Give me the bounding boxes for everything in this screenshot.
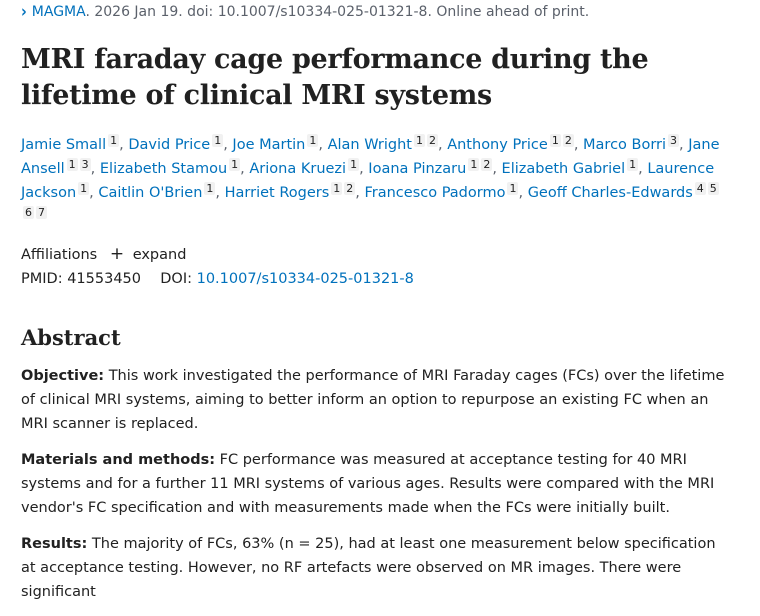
affiliation-number[interactable]: 1	[307, 134, 319, 147]
affiliation-number[interactable]: 2	[344, 182, 356, 195]
section-label: Results:	[21, 536, 88, 552]
author-item: Jane Ansell 1 3	[21, 137, 720, 177]
section-text: The majority of FCs, 63% (n = 25), had a…	[21, 536, 716, 600]
plus-icon: +	[109, 244, 125, 264]
affiliation-number[interactable]: 1	[413, 134, 425, 147]
author-link[interactable]: Laurence Jackson	[21, 161, 715, 201]
affiliation-number[interactable]: 1	[468, 158, 480, 171]
journal-link[interactable]: MAGMA	[31, 4, 86, 20]
affiliation-number[interactable]: 1	[627, 158, 639, 171]
author-link[interactable]: Joe Martin	[232, 137, 306, 153]
author-link[interactable]: Alan Wright	[327, 137, 412, 153]
affiliation-number[interactable]: 1	[507, 182, 519, 195]
abstract-section-objective: Objective: This work investigated the pe…	[21, 364, 733, 436]
author-link[interactable]: David Price	[128, 137, 211, 153]
abstract-section-results: Results: The majority of FCs, 63% (n = 2…	[21, 532, 733, 604]
affiliation-number[interactable]: 4	[694, 182, 706, 195]
author-link[interactable]: Jane Ansell	[21, 137, 720, 177]
abstract-section-methods: Materials and methods: FC performance wa…	[21, 448, 733, 520]
affiliation-number[interactable]: 3	[79, 158, 91, 171]
author-item: Marco Borri 3	[583, 134, 680, 153]
pmid-label: PMID:	[21, 271, 63, 287]
chevron-right-icon[interactable]: ›	[21, 2, 27, 22]
section-label: Materials and methods:	[21, 452, 216, 468]
expand-label[interactable]: expand	[132, 247, 187, 263]
affiliation-number[interactable]: 1	[212, 134, 224, 147]
author-link[interactable]: Elizabeth Stamou	[99, 161, 228, 177]
author-link[interactable]: Jamie Small	[21, 137, 107, 153]
author-link[interactable]: Geoff Charles-Edwards	[527, 185, 693, 201]
affiliation-number[interactable]: 5	[707, 182, 719, 195]
author-item: Alan Wright 1 2	[327, 134, 438, 153]
author-item: Harriet Rogers 1 2	[224, 182, 356, 201]
affiliation-number[interactable]: 1	[78, 182, 90, 195]
affiliation-number[interactable]: 1	[108, 134, 120, 147]
author-item: Ioana Pinzaru 1 2	[368, 158, 493, 177]
identifiers: PMID: 41553450 DOI: 10.1007/s10334-025-0…	[21, 271, 414, 287]
doi-link[interactable]: 10.1007/s10334-025-01321-8	[196, 271, 414, 287]
affiliation-number[interactable]: 3	[668, 134, 680, 147]
author-item: Jamie Small 1	[21, 134, 120, 153]
author-link[interactable]: Anthony Price	[447, 137, 548, 153]
author-list: Jamie Small 1, David Price 1, Joe Martin 1,…	[21, 133, 721, 229]
affiliation-number[interactable]: 2	[562, 134, 574, 147]
affiliation-number[interactable]: 6	[23, 206, 34, 219]
author-link[interactable]: Harriet Rogers	[224, 185, 330, 201]
author-link[interactable]: Ioana Pinzaru	[368, 161, 467, 177]
section-text: This work investigated the performance o…	[21, 368, 725, 432]
affiliation-number[interactable]: 1	[229, 158, 241, 171]
affiliation-number[interactable]: 1	[331, 182, 343, 195]
author-item: Anthony Price 1 2	[447, 134, 574, 153]
affiliations-toggle[interactable]: Affiliations + expand	[21, 244, 186, 264]
author-link[interactable]: Ariona Kruezi	[249, 161, 347, 177]
doi-label: DOI:	[160, 271, 192, 287]
affiliation-number[interactable]: 1	[348, 158, 360, 171]
affiliation-number[interactable]: 2	[481, 158, 493, 171]
author-link[interactable]: Caitlin O'Brien	[98, 185, 203, 201]
affiliation-number[interactable]: 7	[36, 206, 47, 219]
affiliation-number[interactable]: 2	[426, 134, 438, 147]
author-item: Elizabeth Stamou 1	[99, 158, 241, 177]
abstract-heading: Abstract	[21, 325, 121, 350]
author-item: Laurence Jackson 1	[21, 161, 714, 201]
article-title: MRI faraday cage performance during the …	[21, 44, 649, 111]
section-text: FC performance was measured at acceptanc…	[21, 452, 715, 516]
author-link[interactable]: Marco Borri	[583, 137, 667, 153]
section-label: Objective:	[21, 368, 105, 384]
author-item: Joe Martin 1	[232, 134, 319, 153]
affiliation-number[interactable]: 1	[204, 182, 216, 195]
abstract-body: Objective: This work investigated the pe…	[21, 364, 733, 616]
author-link[interactable]: Francesco Padormo	[364, 185, 506, 201]
author-item: Ariona Kruezi 1	[249, 158, 360, 177]
author-item: Elizabeth Gabriel 1	[501, 158, 639, 177]
author-item: Geoff Charles-Edwards 4 5 6 7	[21, 182, 719, 225]
citation-line: › MAGMA. 2026 Jan 19. doi: 10.1007/s10334…	[21, 2, 590, 22]
affiliations-label: Affiliations	[21, 247, 98, 263]
affiliation-number[interactable]: 1	[549, 134, 561, 147]
affiliation-number[interactable]: 1	[66, 158, 78, 171]
citation-details: . 2026 Jan 19. doi: 10.1007/s10334-025-0…	[85, 4, 590, 20]
author-item: Caitlin O'Brien 1	[98, 182, 216, 201]
author-item: Francesco Padormo 1	[364, 182, 519, 201]
pmid-value: 41553450	[67, 271, 142, 287]
author-link[interactable]: Elizabeth Gabriel	[501, 161, 626, 177]
author-item: David Price 1	[128, 134, 224, 153]
